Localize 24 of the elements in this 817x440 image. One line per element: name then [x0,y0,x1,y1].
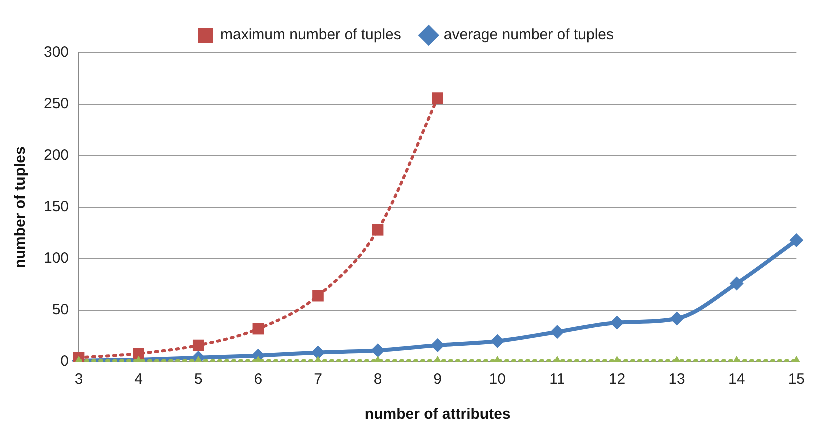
x-tick-label: 14 [728,371,746,388]
x-tick-label: 3 [74,371,84,388]
legend-label: average number of tuples [444,26,614,44]
x-axis-title: number of attributes [364,406,511,424]
y-tick-label: 150 [44,198,70,216]
x-tick-label: 13 [668,371,686,388]
x-tick-label: 7 [314,371,322,388]
x-tick-label: 12 [608,371,626,388]
x-tick-label: 8 [374,371,382,388]
y-tick-label: 0 [60,353,70,370]
x-tick-label: 9 [434,371,442,388]
y-tick-label: 50 [52,302,70,319]
y-tick-label: 250 [44,96,70,113]
y-tick-label: 300 [44,44,70,62]
x-tick-label: 6 [254,371,263,388]
y-tick-label: 100 [44,250,70,268]
legend-label: maximum number of tuples [220,26,402,44]
x-tick-label: 4 [134,371,143,388]
x-tick-label: 10 [489,371,506,388]
y-tick-label: 200 [44,147,70,164]
x-tick-label: 15 [788,371,805,388]
x-tick-label: 11 [550,371,566,388]
x-tick-label: 5 [194,371,203,388]
y-axis-title: number of tuples [12,146,30,268]
